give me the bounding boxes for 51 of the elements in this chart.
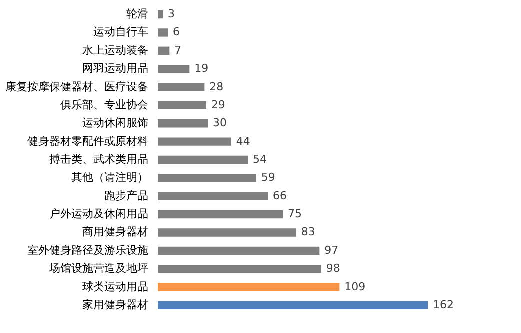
- bar: [158, 138, 232, 146]
- y-tick-label: 商用健身器材: [82, 226, 148, 239]
- data-label: 59: [261, 171, 276, 184]
- y-tick-label: 轮滑: [126, 8, 148, 21]
- data-label: 54: [253, 153, 267, 166]
- data-label: 66: [273, 189, 287, 202]
- bar: [158, 301, 428, 310]
- data-label: 83: [301, 226, 316, 239]
- data-label: 30: [213, 116, 227, 130]
- bar: [158, 120, 208, 128]
- bar: [158, 10, 163, 19]
- data-label: 98: [326, 262, 340, 276]
- bar: [158, 174, 256, 182]
- bar: [158, 210, 283, 219]
- data-label: 97: [324, 244, 339, 257]
- bar: [158, 246, 320, 255]
- y-tick-label: 跑步产品: [104, 189, 148, 202]
- data-label: 28: [210, 80, 224, 94]
- y-tick-label: 康复按摩保健器材、医疗设备: [6, 80, 148, 94]
- bar: [158, 192, 268, 200]
- data-label: 19: [194, 62, 209, 76]
- bar: [158, 101, 206, 110]
- y-tick-label: 水上运动装备: [82, 44, 148, 57]
- bar: [158, 65, 190, 74]
- data-label: 44: [236, 134, 250, 148]
- data-label: 3: [168, 8, 175, 21]
- y-tick-label: 家用健身器材: [82, 298, 148, 312]
- y-tick-label: 健身器材零配件或原材料: [28, 134, 148, 148]
- y-tick-label: 室外健身路径及游乐设施: [28, 244, 148, 257]
- bar: [158, 265, 322, 274]
- y-tick-label: 球类运动用品: [82, 280, 148, 294]
- data-label: 7: [174, 44, 182, 57]
- y-tick-label: 网羽运动用品: [82, 62, 148, 76]
- data-label: 29: [211, 98, 226, 112]
- y-tick-label: 户外运动及休闲用品: [50, 208, 148, 221]
- bar: [158, 83, 205, 92]
- y-tick-label: 搏击类、武术类用品: [50, 153, 148, 166]
- data-label: 109: [344, 280, 366, 294]
- y-tick-label: 运动自行车: [94, 26, 148, 39]
- bar: [158, 28, 168, 37]
- bar: [158, 156, 248, 164]
- y-tick-label: 场馆设施营造及地坪: [48, 262, 148, 276]
- bar: [158, 46, 170, 55]
- data-label: 75: [288, 208, 302, 221]
- y-tick-label: 其他（请注明）: [72, 171, 148, 184]
- y-tick-label: 俱乐部、专业协会: [60, 98, 148, 112]
- bar: [158, 283, 340, 292]
- data-label: 162: [433, 298, 454, 312]
- data-label: 6: [173, 26, 180, 39]
- y-tick-label: 运动休闲服饰: [82, 116, 148, 130]
- bar: [158, 228, 296, 237]
